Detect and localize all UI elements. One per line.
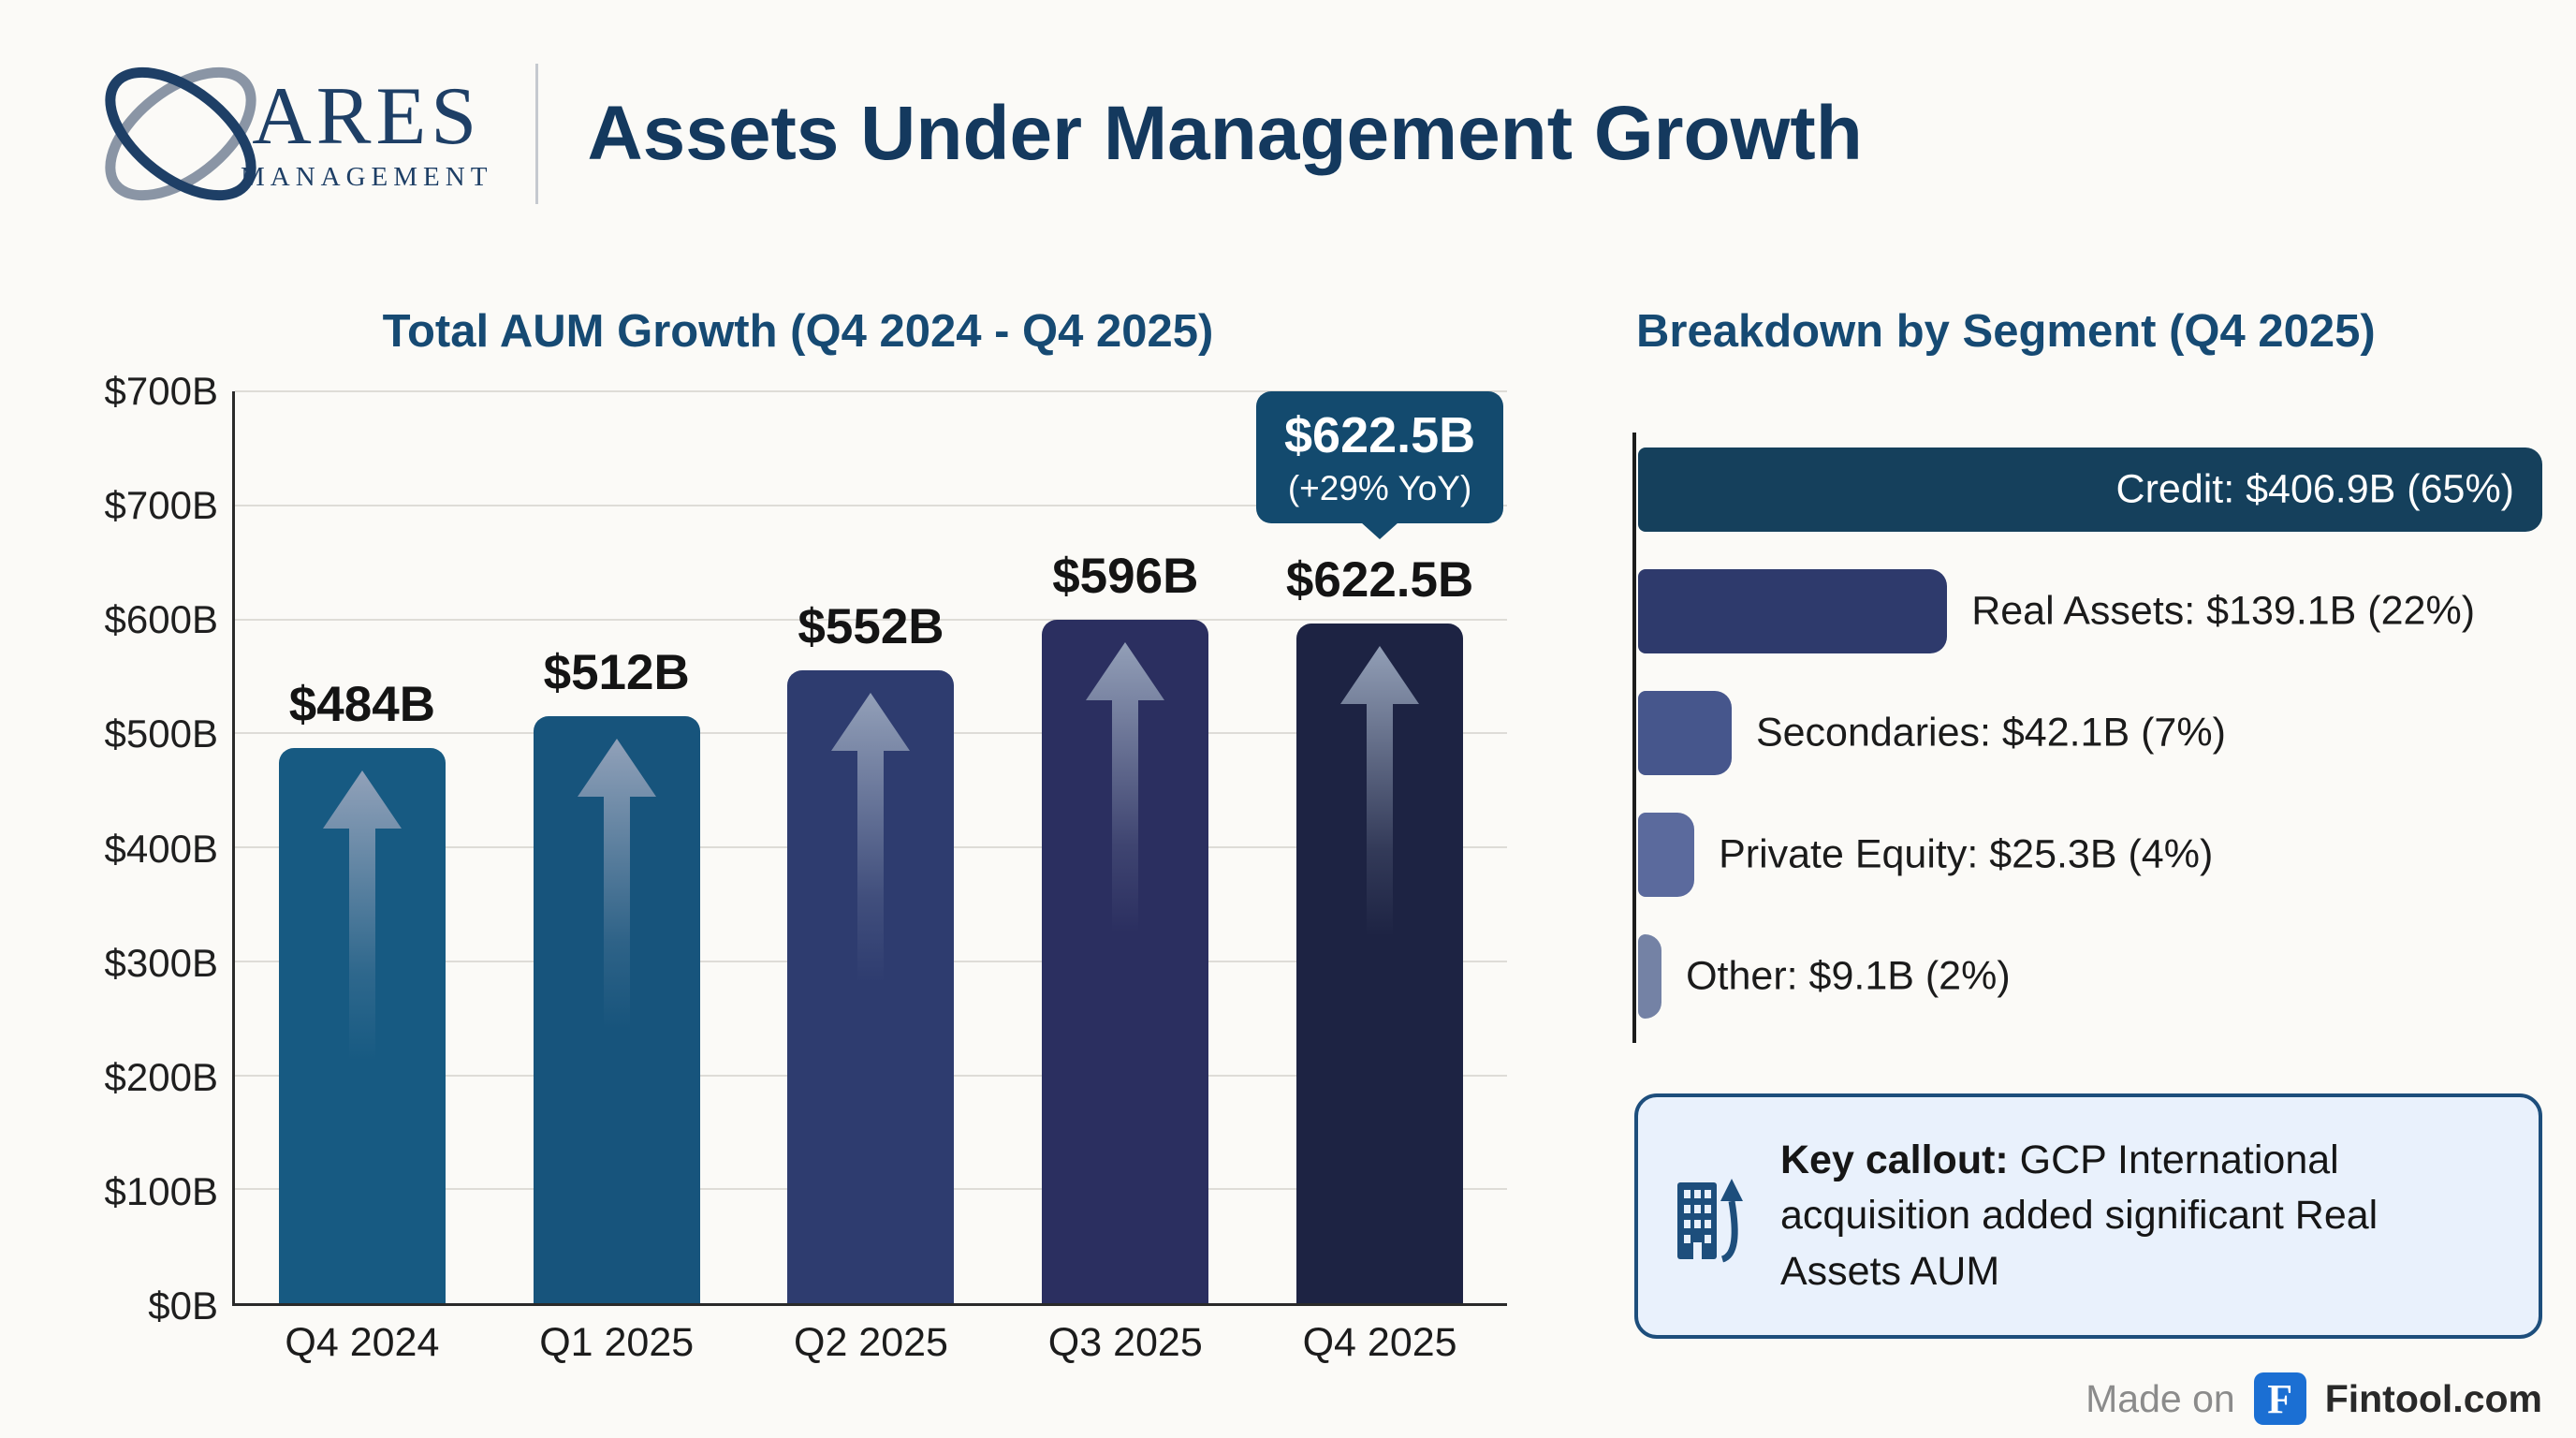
header: ARES MANAGEMENT Assets Under Management … <box>89 45 1863 223</box>
aum-plot-area: $484B Q4 2024 $512B Q1 2025 $552B Q2 2025 $596… <box>232 390 1507 1365</box>
made-on-text: Made on <box>2086 1376 2235 1420</box>
gridline <box>235 390 1507 392</box>
bar-value-label: $512B <box>543 644 690 700</box>
segment-label: Private Equity: $25.3B (4%) <box>1719 831 2214 877</box>
aum-bar-column: $596B Q3 2025 <box>1042 391 1209 1365</box>
segment-chart-title: Breakdown by Segment (Q4 2025) <box>1636 306 2376 357</box>
x-tick-label: Q4 2024 <box>285 1320 440 1365</box>
aum-bar <box>1296 624 1464 1303</box>
y-tick-label: $400B <box>104 826 218 871</box>
fintool-brand-text: Fintool.com <box>2324 1376 2542 1420</box>
y-tick-label: $600B <box>104 597 218 642</box>
x-tick-label: Q2 2025 <box>794 1320 948 1365</box>
y-tick-label: $200B <box>104 1054 218 1099</box>
growth-arrow-icon <box>1340 646 1420 937</box>
y-tick-label: $500B <box>104 712 218 756</box>
logo-name: ARES <box>252 70 482 162</box>
segment-row: Credit: $406.9B (65%) <box>1638 448 2542 532</box>
segment-bar <box>1638 813 1695 897</box>
page-title: Assets Under Management Growth <box>587 91 1863 176</box>
aum-bar <box>1042 619 1209 1303</box>
growth-arrow-icon <box>322 770 402 1062</box>
yoy-callout-value: $622.5B <box>1284 407 1476 463</box>
segment-bar <box>1638 569 1948 653</box>
key-callout-body: GCP International acquisition added sign… <box>1780 1137 2378 1294</box>
segment-row: Secondaries: $42.1B (7%) <box>1638 691 2542 775</box>
segment-chart: Credit: $406.9B (65%) Real Assets: $139.1… <box>1638 448 2542 1056</box>
bar-value-label: $484B <box>288 677 435 733</box>
aum-bar-column: $622.5B (+29% YoY) $622.5B Q4 2025 <box>1256 391 1504 1365</box>
fintool-logo-icon: F <box>2253 1372 2306 1425</box>
segment-row: Other: $9.1B (2%) <box>1638 934 2542 1019</box>
aum-bars: $484B Q4 2024 $512B Q1 2025 $552B Q2 2025 $596… <box>235 391 1507 1365</box>
gridline <box>235 504 1507 506</box>
gridline <box>235 618 1507 621</box>
fintool-badge-letter: F <box>2267 1375 2293 1422</box>
y-tick-label: $300B <box>104 940 218 985</box>
aum-bar-column: $484B Q4 2024 <box>278 391 446 1365</box>
yoy-callout-growth: (+29% YoY) <box>1287 469 1472 508</box>
segment-bar <box>1638 691 1732 775</box>
aum-bar-column: $552B Q2 2025 <box>787 391 955 1365</box>
footer: Made on F Fintool.com <box>2086 1372 2542 1425</box>
ares-orbit-icon <box>105 66 256 201</box>
aum-bar <box>533 715 700 1303</box>
segment-axis-line <box>1632 433 1636 1043</box>
ares-logo: ARES MANAGEMENT <box>89 51 492 216</box>
segment-label: Credit: $406.9B (65%) <box>2115 466 2514 512</box>
aum-y-axis: $700B $700B $600B $500B $400B $300B $200B $100B… <box>89 369 218 1328</box>
x-tick-label: Q4 2025 <box>1302 1320 1457 1365</box>
x-tick-label: Q1 2025 <box>539 1320 695 1365</box>
segment-label: Real Assets: $139.1B (22%) <box>1971 588 2476 634</box>
segment-bar: Credit: $406.9B (65%) <box>1638 448 2542 532</box>
y-tick-label: $0B <box>148 1284 218 1328</box>
growth-arrow-icon <box>1086 641 1165 932</box>
segment-label: Secondaries: $42.1B (7%) <box>1755 710 2226 756</box>
growth-arrow-icon <box>577 738 656 1029</box>
segment-bar <box>1638 934 1662 1019</box>
aum-bar-column: $512B Q1 2025 <box>533 391 700 1365</box>
aum-bar <box>787 669 955 1303</box>
y-tick-label: $100B <box>104 1168 218 1213</box>
logo-subtitle: MANAGEMENT <box>241 161 493 192</box>
bar-value-label: $552B <box>798 598 944 654</box>
key-callout-box: Key callout: GCP International acquisiti… <box>1634 1093 2542 1339</box>
bar-value-label: $622.5B <box>1285 552 1474 609</box>
key-callout-text: Key callout: GCP International acquisiti… <box>1780 1133 2501 1299</box>
key-callout-label: Key callout: <box>1780 1137 2009 1182</box>
aum-chart-title: Total AUM Growth (Q4 2024 - Q4 2025) <box>382 306 1214 357</box>
y-tick-label: $700B <box>104 483 218 528</box>
bar-value-label: $596B <box>1052 548 1199 604</box>
segment-label: Other: $9.1B (2%) <box>1686 953 2011 999</box>
aum-bar <box>278 748 446 1303</box>
building-growth-icon <box>1677 1179 1743 1263</box>
aum-chart: $700B $700B $600B $500B $400B $300B $200B $100B… <box>89 369 1507 1365</box>
header-divider <box>535 64 539 204</box>
y-tick-label: $700B <box>104 369 218 413</box>
segment-row: Private Equity: $25.3B (4%) <box>1638 813 2542 897</box>
x-tick-label: Q3 2025 <box>1047 1320 1203 1365</box>
growth-arrow-icon <box>831 692 911 983</box>
logo-text: ARES MANAGEMENT <box>241 70 493 193</box>
yoy-callout-bubble: $622.5B (+29% YoY) <box>1256 391 1504 524</box>
segment-row: Real Assets: $139.1B (22%) <box>1638 569 2542 653</box>
